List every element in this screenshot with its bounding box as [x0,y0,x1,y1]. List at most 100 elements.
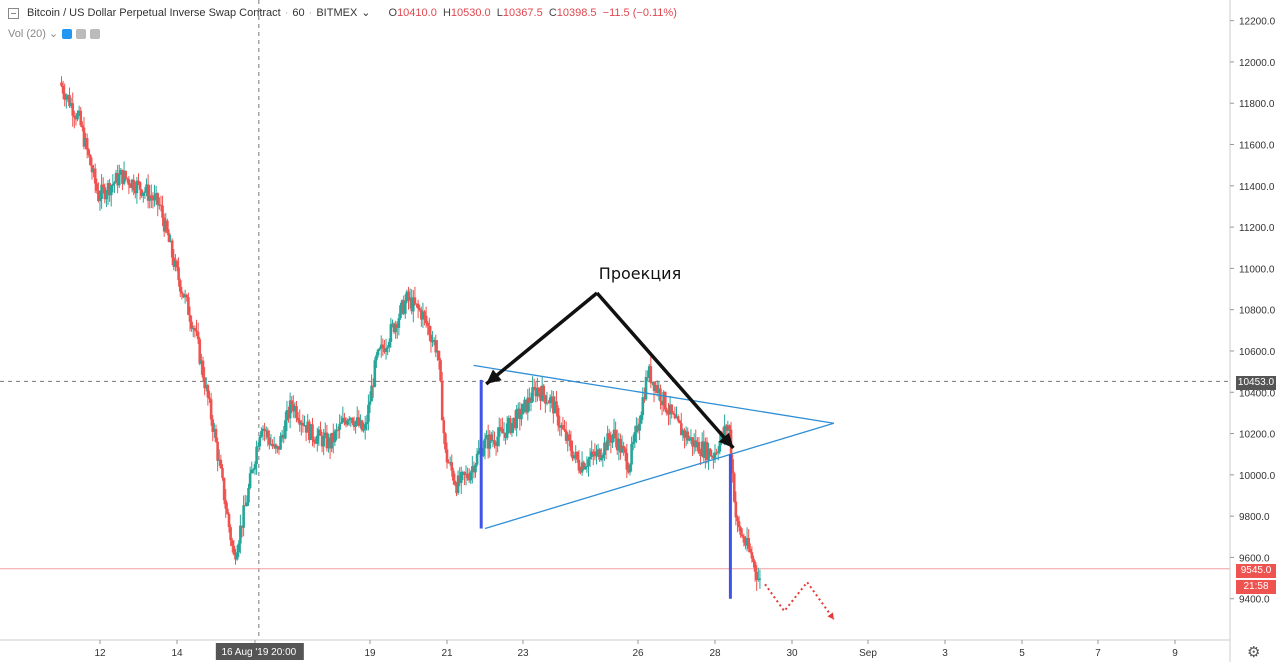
candle-body [400,300,404,306]
candle-body [226,508,229,515]
candle-body [191,328,195,330]
time-axis[interactable]: 121416192123262830Sep357916 Aug '19 20:0… [0,639,1230,660]
candle-body [381,344,385,349]
candle-body [574,451,578,456]
candle-body [143,191,147,193]
candle-body [269,443,273,445]
candle-body [638,423,641,431]
candle-body [471,466,474,473]
candle-body [208,397,211,400]
candle-body [277,446,281,450]
candle-body [77,110,81,114]
collapse-toggle-icon[interactable] [8,8,19,19]
candle-body [617,438,621,451]
candle-body [649,366,653,384]
candle-body [715,452,718,454]
candle-body [247,487,250,503]
countdown-tag: 21:58 [1236,580,1276,594]
candle-body [758,578,762,580]
candle-body [504,432,507,439]
candle-body [282,434,286,439]
close-icon[interactable] [90,28,101,39]
volume-indicator-legend[interactable]: Vol (20) ⌄ [8,27,101,40]
projection-arrow-right [595,291,735,450]
candle-body [217,459,221,461]
candle-body [604,442,608,451]
candle-body [670,404,673,414]
candle-body [734,501,738,518]
eye-icon[interactable] [62,28,73,39]
price-axis[interactable]: 9400.09600.09800.010000.010200.010400.01… [1229,0,1276,662]
y-tick-label: 10000.0 [1239,471,1276,482]
candle-body [159,204,163,206]
candle-body [676,416,680,421]
candle-body [319,429,322,436]
candle-body [580,462,584,473]
candle-body [280,434,284,437]
settings-small-icon[interactable] [76,28,87,39]
candle-body [620,445,624,453]
exchange-label[interactable]: BITMEX [316,6,358,19]
chevron-down-icon[interactable]: ⌄ [48,28,59,40]
crosshair-price-tag: 10453.0 [1236,376,1276,390]
candle-body [335,429,338,432]
y-tick-label: 11400.0 [1239,182,1275,193]
candle-body [188,314,192,322]
candle-body [90,165,94,173]
candle-body [111,184,115,186]
interval-label[interactable]: 60 [292,6,305,19]
candle-body [344,421,348,425]
candle-body [635,425,638,433]
candle-body [315,435,319,444]
candle-body [598,449,601,460]
candle-body [222,477,226,501]
candle-body [755,571,759,581]
candle-body [60,82,63,86]
candle-body [76,113,79,120]
candle-body [708,448,712,457]
x-tick-label: 3 [942,648,948,659]
candle-body [423,311,426,316]
candle-body [450,462,454,471]
candle-body [424,315,428,324]
candle-body [591,451,595,454]
candle-body [339,422,343,424]
candle-body [108,183,111,196]
candle-body [109,185,113,196]
candle-body [127,179,131,186]
candle-body [232,545,236,555]
candle-body [338,423,341,430]
symbol-legend[interactable]: Bitcoin / US Dollar Perpetual Inverse Sw… [8,6,677,19]
candle-body [370,385,373,402]
candle-body [651,381,654,384]
candle-body [542,385,546,396]
y-tick-label: 11200.0 [1239,223,1275,234]
projection-label: Проекция [599,264,681,283]
candle-body [692,440,696,447]
candle-body [375,355,378,361]
ohlc-values: O10410.0 H10530.0 L10367.5 C10398.5 −11.… [388,6,677,19]
candle-body [213,429,216,432]
chevron-down-icon[interactable]: ⌄ [361,7,371,19]
last-price-tag: 9545.0 [1236,564,1276,578]
symbol-name[interactable]: Bitcoin / US Dollar Perpetual Inverse Sw… [27,6,281,19]
candle-body [630,443,633,465]
candle-body [439,360,442,381]
candle-body [357,417,361,426]
candle-body [303,425,306,427]
candle-body [178,280,182,292]
candle-body [105,194,108,200]
gear-icon[interactable]: ⚙ [1247,644,1261,661]
candle-body [619,438,622,453]
candle-body [287,410,290,419]
candle-body [293,406,297,412]
candle-body [612,429,616,436]
candle-body [731,459,734,474]
candle-body [230,540,234,546]
volume-label[interactable]: Vol (20) [8,27,46,40]
candle-body [675,416,678,419]
candle-body [330,432,333,449]
candle-body [415,303,418,305]
candle-body [684,431,688,438]
